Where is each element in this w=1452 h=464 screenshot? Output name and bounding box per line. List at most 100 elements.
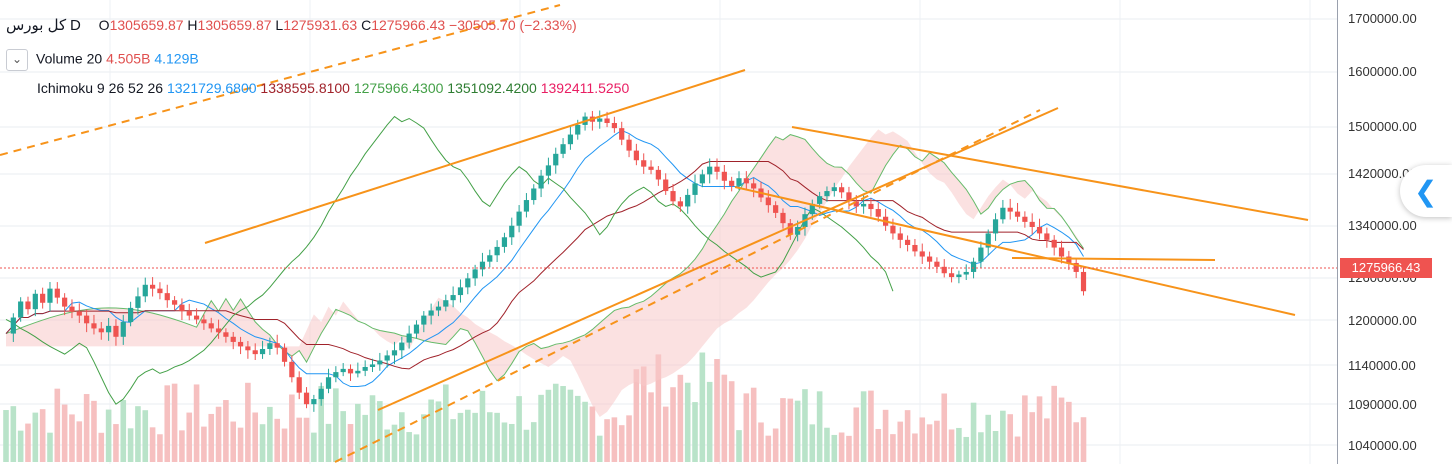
candle-body <box>853 201 859 207</box>
candle-body <box>413 324 420 334</box>
volume-bar <box>413 434 420 462</box>
candle-body <box>171 300 178 305</box>
candle-body <box>531 188 537 201</box>
volume-bar <box>574 395 581 462</box>
volume-bar <box>25 423 31 462</box>
candle-body <box>399 342 405 351</box>
volume-bar <box>831 434 838 462</box>
volume-bar <box>809 424 816 462</box>
volume-bar <box>171 383 178 462</box>
candle-body <box>619 128 625 140</box>
candle-body <box>245 346 251 351</box>
candle-body <box>450 295 456 301</box>
candle-body <box>487 255 493 262</box>
volume-bar <box>157 434 163 462</box>
volume-bar <box>956 427 962 462</box>
candle-body <box>912 244 918 252</box>
volume-bar <box>296 417 302 462</box>
candle-body <box>765 197 771 206</box>
volume-bar <box>428 399 434 462</box>
candle-body <box>135 296 141 308</box>
ichimoku-value-2: 1338595.8100 <box>260 80 350 96</box>
candle-body <box>817 196 823 204</box>
side-panel-button[interactable]: ❮ <box>1400 165 1452 217</box>
interval[interactable]: D <box>70 17 81 34</box>
trendline <box>0 4 561 156</box>
trendline <box>734 186 1296 316</box>
price-axis[interactable] <box>1337 0 1452 464</box>
chevron-down-icon[interactable]: ⌄ <box>6 49 28 71</box>
candle-body <box>692 183 698 195</box>
candle-body <box>597 118 603 122</box>
open-label: O <box>98 17 110 33</box>
volume-bar <box>567 389 574 462</box>
candle-body <box>714 166 720 172</box>
volume-bar <box>721 374 728 462</box>
ichimoku-label[interactable]: Ichimoku 9 26 52 26 <box>37 80 164 96</box>
grid <box>0 0 1337 464</box>
candle-body <box>84 315 90 324</box>
low-label: L <box>275 17 284 33</box>
candle-body <box>670 191 676 202</box>
candle-body <box>208 323 214 329</box>
volume-bar <box>516 396 522 462</box>
volume-bar <box>325 423 332 462</box>
candle-body <box>553 153 559 166</box>
candle-body <box>347 368 354 374</box>
y-tick-label: 1420000.00 <box>1348 166 1417 181</box>
volume-bar <box>633 369 640 462</box>
volume-bar <box>113 424 119 462</box>
volume-bar <box>215 406 222 462</box>
candle-body <box>186 311 192 316</box>
volume-bar <box>948 429 955 462</box>
candle-body <box>985 233 991 248</box>
candle-body <box>861 203 867 207</box>
volume-bar <box>1080 417 1087 462</box>
candle-body <box>274 343 280 348</box>
candle-body <box>406 333 412 343</box>
volume-bar <box>399 412 405 462</box>
candle-body <box>355 370 361 374</box>
ichimoku-cloud <box>5 129 1084 418</box>
candle-body <box>18 301 24 318</box>
volume-bar <box>362 414 368 462</box>
volume-bar <box>1073 422 1079 462</box>
volume-label[interactable]: Volume 20 <box>36 50 103 67</box>
volume-bar <box>274 418 281 462</box>
volume-bar <box>919 417 926 462</box>
candle-body <box>259 348 266 355</box>
candle-body <box>391 350 398 356</box>
volume-bar <box>76 421 83 462</box>
volume-bar <box>186 412 193 462</box>
candle-body <box>523 200 530 212</box>
symbol-name[interactable]: کل بورس <box>6 17 67 34</box>
volume-bar <box>201 426 207 462</box>
volume-bar <box>838 432 845 462</box>
candle-body <box>560 144 566 154</box>
trendlines <box>0 4 1309 463</box>
ichimoku-value-3: 1275966.4300 <box>353 80 444 96</box>
y-tick-label: 1200000.00 <box>1348 313 1417 328</box>
volume-bar <box>992 431 999 462</box>
ichimoku-value-1: 1321729.6800 <box>166 80 257 96</box>
candle-body <box>839 187 845 193</box>
candle-body <box>325 377 332 389</box>
y-tick-label: 1500000.00 <box>1348 119 1417 134</box>
volume-bar <box>978 432 984 462</box>
volume-bar <box>333 388 339 462</box>
candle-body <box>1058 247 1065 257</box>
candle-body <box>707 166 713 175</box>
volume-bar <box>267 406 273 462</box>
volume-bar <box>252 412 259 462</box>
volume-bar <box>120 400 127 462</box>
volume-bar <box>377 401 383 462</box>
candle-body <box>164 293 170 301</box>
volume-bar <box>648 392 654 462</box>
candle-body <box>919 251 925 257</box>
volume-bar <box>699 352 706 462</box>
candle-body <box>428 310 434 316</box>
volume-bar <box>604 419 610 462</box>
candle-body <box>267 343 273 349</box>
volume-bar <box>318 386 324 462</box>
